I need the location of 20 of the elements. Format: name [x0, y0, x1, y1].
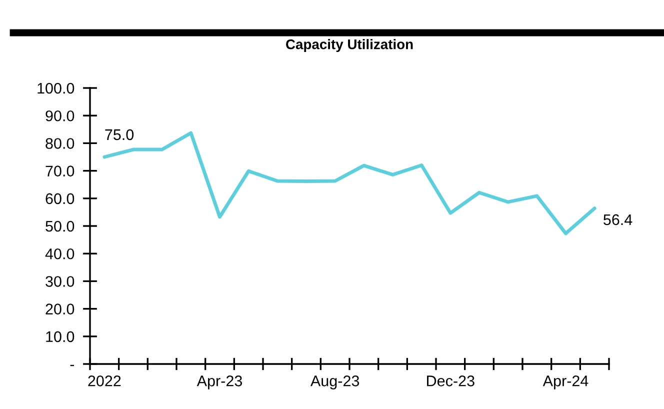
data-label: 75.0: [105, 129, 134, 140]
y-tick-label: 100.0: [38, 82, 74, 94]
y-tick-label: 50.0: [46, 220, 74, 232]
x-tick-label: 2022: [88, 376, 121, 386]
y-tick-label: 90.0: [46, 110, 74, 122]
y-tick-label: 20.0: [46, 304, 74, 314]
x-tick-label: Apr-23: [196, 376, 242, 390]
x-tick-label: Apr-24: [542, 376, 588, 390]
y-tick-label: 80.0: [46, 138, 74, 149]
data-label: 56.4: [604, 214, 632, 226]
y-tick-label: 30.0: [46, 276, 74, 287]
y-tick-label: 10.0: [46, 331, 74, 342]
chart-title: Capacity Utilization: [286, 39, 413, 52]
y-tick-label: 70.0: [46, 166, 74, 176]
line-series: [102, 131, 596, 236]
x-tick-label: Dec-23: [427, 376, 474, 386]
y-tick-label: -: [70, 364, 74, 366]
y-tick-label: 60.0: [46, 193, 74, 204]
y-tick-label: 40.0: [45, 248, 74, 260]
x-tick-label: Aug-23: [310, 376, 360, 390]
